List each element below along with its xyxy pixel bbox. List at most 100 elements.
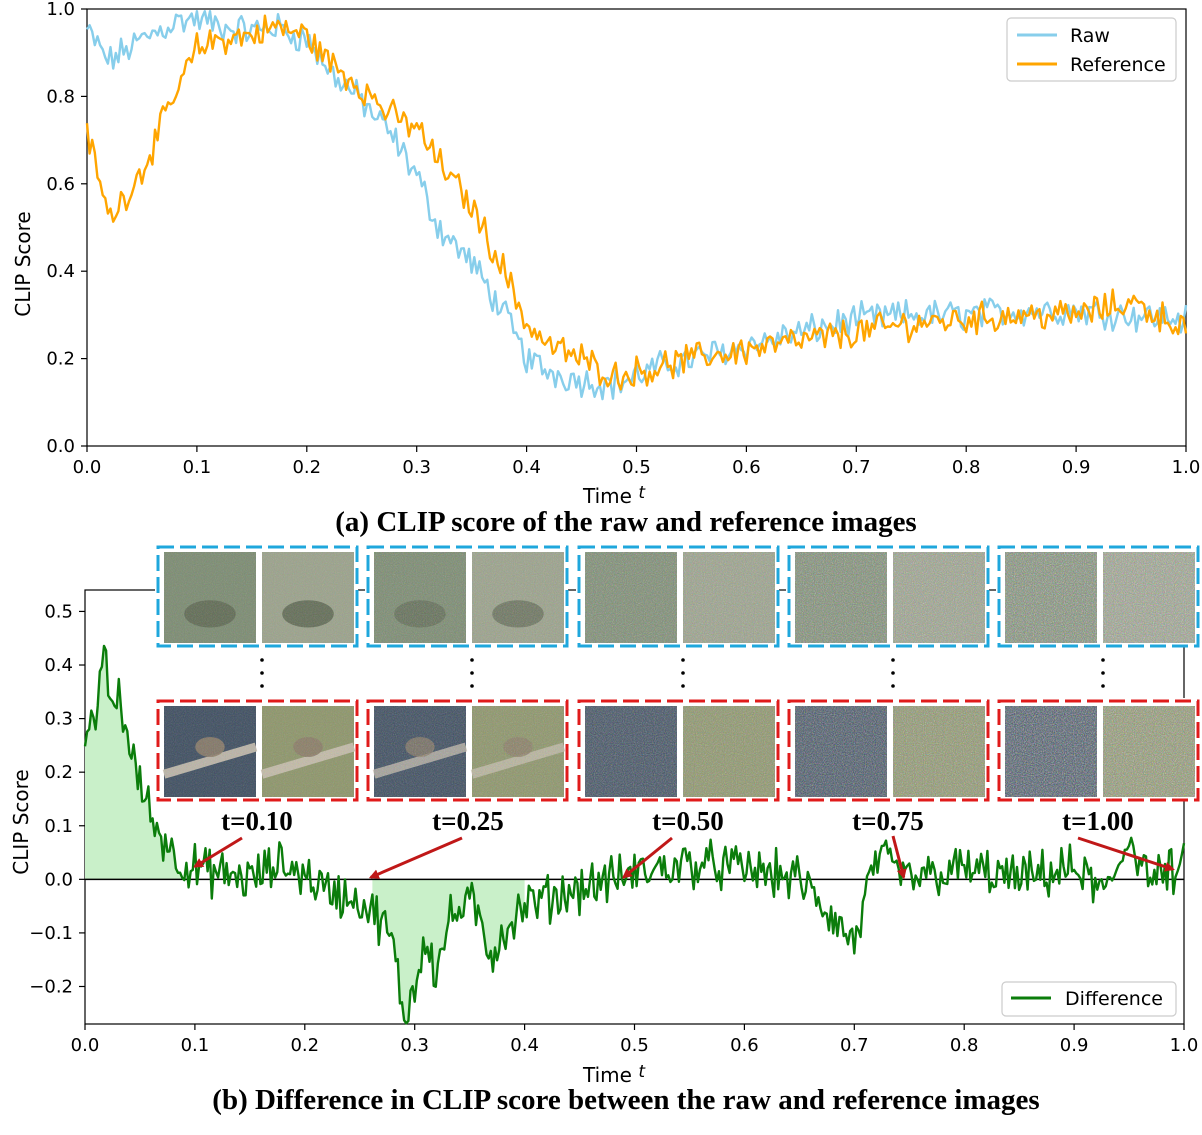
ellipsis-dot: [260, 658, 264, 662]
panel-b-ytick-label: −0.2: [29, 976, 73, 997]
panel-a-xlabel-text: Time: [582, 484, 632, 508]
reference-series-line: [85, 14, 1188, 391]
panel-a-ytick-label: 0.8: [46, 86, 75, 107]
reference-thumbnail-1: [683, 706, 775, 797]
reference-thumbnail-0: [585, 706, 677, 797]
ellipsis-dot: [681, 671, 685, 675]
panel-b-line: [83, 644, 1186, 1025]
raw-frame: [577, 545, 780, 648]
raw-frame: [366, 545, 569, 648]
image-pair-group: [786, 545, 990, 802]
panel-a-xlabel: Time t: [582, 483, 646, 508]
panel-b-xtick-label: 0.2: [290, 1035, 319, 1056]
reference-frame: [997, 699, 1200, 802]
reference-thumbnail-0: [1005, 706, 1097, 797]
raw-frame: [156, 545, 359, 648]
panel-b-xtick-label: 0.8: [950, 1035, 979, 1056]
ellipsis-dot: [891, 671, 895, 675]
ellipsis-dot: [891, 684, 895, 688]
time-annotation-arrow: [368, 836, 463, 879]
panel-a-ytick-label: 0.4: [46, 261, 75, 282]
panel-b-xlabel: Time t: [582, 1062, 646, 1087]
time-annotation-label: t=0.75: [852, 806, 924, 836]
ellipsis-dot: [891, 658, 895, 662]
panel-b-ytick-label: 0.1: [44, 816, 73, 837]
raw-thumbnail-1: [1103, 552, 1195, 643]
panel-b-xtick-label: 0.7: [840, 1035, 869, 1056]
reference-frame: [156, 699, 359, 802]
image-strip: [155, 545, 1200, 802]
ellipsis-dot: [681, 658, 685, 662]
panel-a-xtick-label: 0.2: [292, 457, 321, 478]
thumbnail-noise: [1103, 706, 1195, 797]
reference-thumbnail-1: [893, 706, 985, 797]
panel-b-xtick-label: 0.5: [620, 1035, 649, 1056]
panel-a-lines: [85, 10, 1188, 401]
panel-a-xtick-label: 0.4: [512, 457, 541, 478]
raw-thumbnail-0: [164, 552, 256, 643]
panel-b-ytick-label: 0.2: [44, 762, 73, 783]
thumbnail-noise: [262, 552, 354, 643]
reference-thumbnail-1: [1103, 706, 1195, 797]
panel-a-ytick-label: 1.0: [46, 0, 75, 20]
panel-a-ytick-label: 0.0: [46, 436, 75, 457]
panel-b-ytick-label: 0.0: [44, 869, 73, 890]
panel-a-ylabel: CLIP Score: [11, 211, 35, 316]
panel-a-legend: Raw Reference: [1006, 17, 1177, 82]
raw-thumbnail-1: [472, 552, 564, 643]
thumbnail-noise: [374, 552, 466, 643]
reference-thumbnail-0: [795, 706, 887, 797]
panel-a-xlabel-var: t: [638, 483, 646, 503]
time-annotation-arrow: [891, 835, 907, 880]
panel-a-xtick-label: 0.7: [842, 457, 871, 478]
panel-a-xtick-label: 0.3: [402, 457, 431, 478]
time-annotation-label: t=0.10: [221, 806, 293, 836]
panel-a-ytick-label: 0.6: [46, 174, 75, 195]
image-pair-group: [365, 545, 569, 802]
thumbnail-noise: [893, 552, 985, 643]
raw-thumbnail-1: [893, 552, 985, 643]
thumbnail-noise: [374, 706, 466, 797]
panel-b-legend: Difference: [1001, 981, 1177, 1017]
panel-a: 0.0 0.1 0.2 0.3 0.4 0.5 0.6 0.7 0.8 0.9 1.0 0.0 0.2 0…: [11, 0, 1200, 538]
panel-a-ytick-label: 0.2: [46, 349, 75, 370]
panel-b-xtick-label: 0.6: [730, 1035, 759, 1056]
panel-a-ticks: 0.0 0.1 0.2 0.3 0.4 0.5 0.6 0.7 0.8 0.9 1.0 0.0 0.2 0…: [46, 0, 1200, 478]
thumbnail-noise: [683, 706, 775, 797]
panel-b-ytick-label: 0.3: [44, 709, 73, 730]
image-pair-group: [576, 545, 780, 802]
negative-fill-area: [372, 879, 525, 1024]
thumbnail-noise: [472, 552, 564, 643]
panel-b-caption: (b) Difference in CLIP score between the…: [212, 1084, 1039, 1116]
thumbnail-noise: [164, 552, 256, 643]
image-pair-group: [996, 545, 1200, 802]
ellipsis-dot: [1101, 671, 1105, 675]
thumbnail-noise: [164, 706, 256, 797]
ellipsis-dot: [681, 684, 685, 688]
ellipsis-dot: [470, 671, 474, 675]
raw-thumbnail-0: [1005, 552, 1097, 643]
raw-thumbnail-0: [795, 552, 887, 643]
thumbnail-noise: [1005, 552, 1097, 643]
ellipsis-dot: [260, 671, 264, 675]
raw-frame: [787, 545, 990, 648]
thumbnail-noise: [585, 552, 677, 643]
panel-b-ytick-label: 0.4: [44, 655, 73, 676]
panel-b-xlabel-var: t: [638, 1062, 646, 1082]
reference-thumbnail-0: [162, 706, 258, 797]
time-annotation-label: t=0.50: [652, 806, 724, 836]
panel-b-xtick-label: 0.4: [510, 1035, 539, 1056]
reference-thumbnail-0: [372, 706, 468, 797]
panel-b-ylabel: CLIP Score: [9, 769, 33, 874]
panel-a-xtick-label: 1.0: [1172, 457, 1201, 478]
ellipsis-dot: [470, 684, 474, 688]
ellipsis-dot: [1101, 658, 1105, 662]
panel-b-legend-box: [1001, 981, 1177, 1017]
reference-thumbnail-1: [470, 706, 566, 797]
thumbnail-noise: [262, 706, 354, 797]
panel-a-xtick-label: 0.5: [622, 457, 651, 478]
reference-thumbnail-1: [260, 706, 356, 797]
time-annotation-arrow: [621, 836, 673, 879]
panel-a-xtick-label: 0.8: [952, 457, 981, 478]
